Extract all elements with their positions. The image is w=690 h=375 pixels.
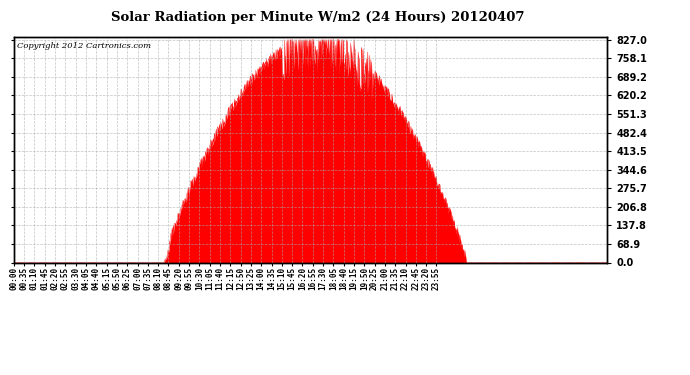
Text: Solar Radiation per Minute W/m2 (24 Hours) 20120407: Solar Radiation per Minute W/m2 (24 Hour… [110, 11, 524, 24]
Text: Copyright 2012 Cartronics.com: Copyright 2012 Cartronics.com [17, 42, 151, 50]
